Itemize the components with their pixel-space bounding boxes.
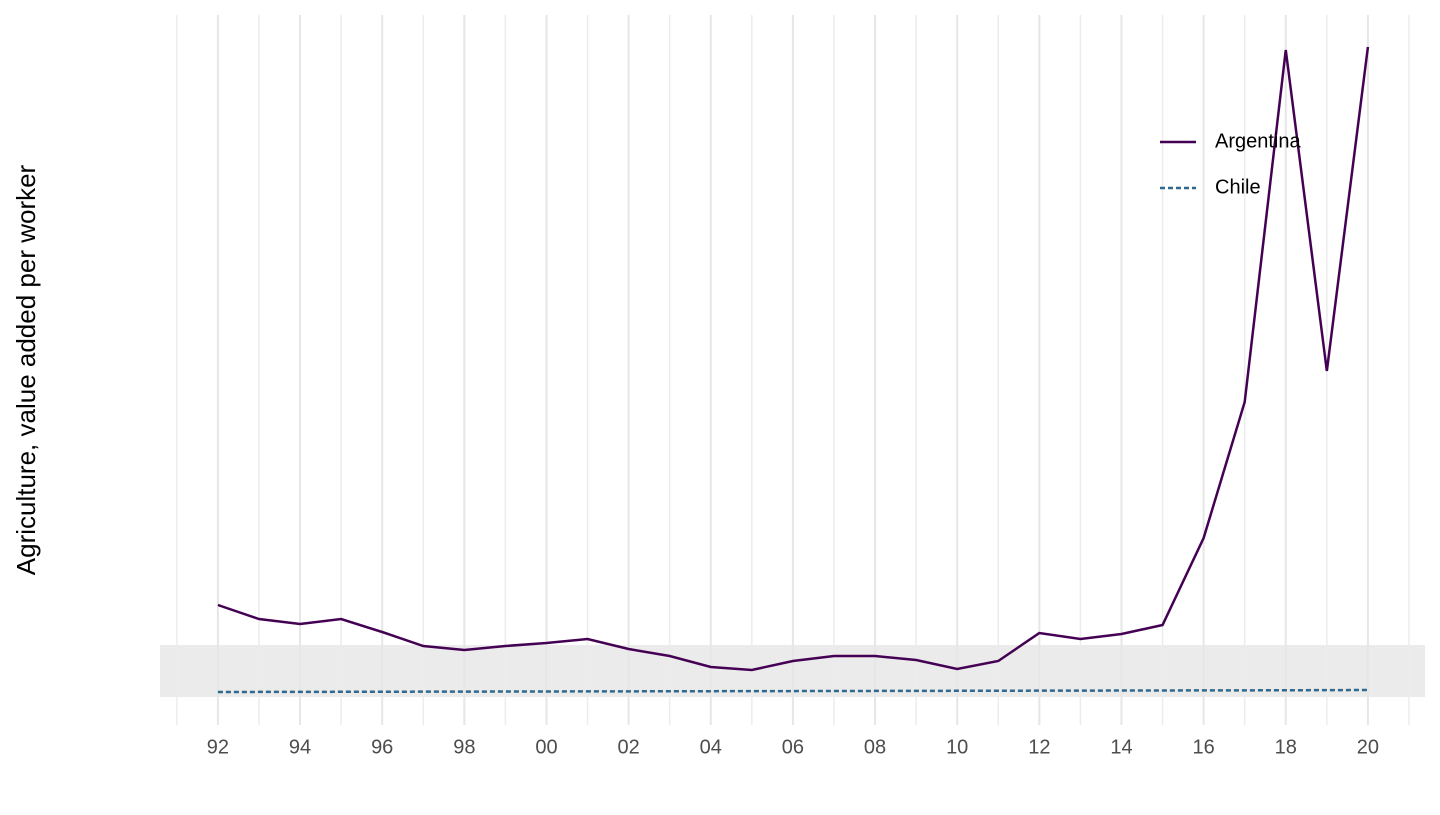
y-axis-label: Agriculture, value added per worker [11,164,41,575]
x-tick-label: 08 [864,736,886,758]
x-tick-label: 14 [1110,736,1132,758]
x-tick-label: 06 [782,736,804,758]
x-tick-label: 92 [207,736,229,758]
x-tick-label: 94 [289,736,311,758]
x-tick-label: 04 [700,736,722,758]
x-tick-label: 18 [1275,736,1297,758]
x-tick-label: 98 [453,736,475,758]
x-tick-label: 02 [618,736,640,758]
x-tick-label: 12 [1028,736,1050,758]
x-tick-label: 96 [371,736,393,758]
x-tick-label: 10 [946,736,968,758]
legend-label: Argentina [1215,130,1301,152]
line [217,46,1370,672]
x-tick-label: 00 [535,736,557,758]
legend-label: Chile [1215,176,1261,198]
x-tick-label: 16 [1193,736,1215,758]
x-tick-label: 20 [1357,736,1379,758]
